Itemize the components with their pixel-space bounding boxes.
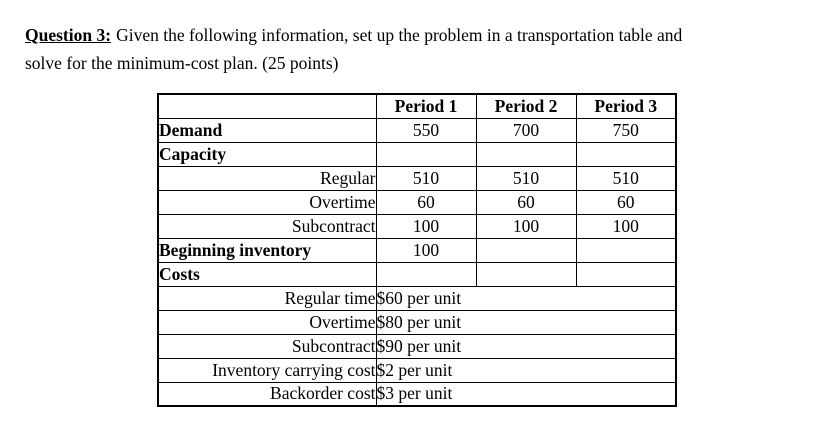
cost-backorder-row: Backorder cost $3 per unit bbox=[157, 381, 677, 407]
costs-empty-2 bbox=[475, 261, 577, 287]
capacity-empty-1 bbox=[375, 141, 477, 167]
cost-regular-time-value: $60 per unit bbox=[375, 285, 677, 311]
cost-overtime-row: Overtime $80 per unit bbox=[157, 309, 677, 335]
cost-inventory-carrying-row: Inventory carrying cost $2 per unit bbox=[157, 357, 677, 383]
capacity-overtime-period-3: 60 bbox=[575, 189, 677, 215]
capacity-subcontract-period-1: 100 bbox=[375, 213, 477, 239]
header-period-2: Period 2 bbox=[475, 93, 577, 119]
costs-section-row: Costs bbox=[157, 261, 677, 287]
cost-subcontract-row: Subcontract $90 per unit bbox=[157, 333, 677, 359]
cost-inventory-carrying-label: Inventory carrying cost bbox=[157, 357, 377, 383]
demand-period-1: 550 bbox=[375, 117, 477, 143]
question-heading: Question 3: Given the following informati… bbox=[25, 21, 815, 77]
capacity-overtime-label: Overtime bbox=[157, 189, 377, 215]
header-period-1: Period 1 bbox=[375, 93, 477, 119]
beginning-inventory-period-3 bbox=[575, 237, 677, 263]
capacity-regular-period-1: 510 bbox=[375, 165, 477, 191]
costs-empty-3 bbox=[575, 261, 677, 287]
question-label: Question 3: bbox=[25, 25, 112, 45]
capacity-subcontract-period-2: 100 bbox=[475, 213, 577, 239]
cost-regular-time-row: Regular time $60 per unit bbox=[157, 285, 677, 311]
cost-inventory-carrying-value: $2 per unit bbox=[375, 357, 677, 383]
demand-period-2: 700 bbox=[475, 117, 577, 143]
capacity-subcontract-period-3: 100 bbox=[575, 213, 677, 239]
question-text: Given the following information, set up … bbox=[116, 25, 683, 45]
demand-period-3: 750 bbox=[575, 117, 677, 143]
transportation-data-table: Period 1 Period 2 Period 3 Demand 550 70… bbox=[157, 93, 677, 407]
cost-backorder-label: Backorder cost bbox=[157, 381, 377, 407]
cost-subcontract-value: $90 per unit bbox=[375, 333, 677, 359]
cost-backorder-value: $3 per unit bbox=[375, 381, 677, 407]
capacity-subcontract-row: Subcontract 100 100 100 bbox=[157, 213, 677, 239]
question-line-1: Question 3: Given the following informati… bbox=[25, 21, 815, 49]
cost-overtime-value: $80 per unit bbox=[375, 309, 677, 335]
capacity-overtime-period-1: 60 bbox=[375, 189, 477, 215]
capacity-regular-period-3: 510 bbox=[575, 165, 677, 191]
capacity-label: Capacity bbox=[157, 141, 377, 167]
capacity-empty-3 bbox=[575, 141, 677, 167]
cost-overtime-label: Overtime bbox=[157, 309, 377, 335]
header-row: Period 1 Period 2 Period 3 bbox=[157, 93, 677, 119]
capacity-overtime-row: Overtime 60 60 60 bbox=[157, 189, 677, 215]
capacity-empty-2 bbox=[475, 141, 577, 167]
costs-label: Costs bbox=[157, 261, 377, 287]
cost-subcontract-label: Subcontract bbox=[157, 333, 377, 359]
capacity-regular-label: Regular bbox=[157, 165, 377, 191]
capacity-regular-row: Regular 510 510 510 bbox=[157, 165, 677, 191]
beginning-inventory-period-1: 100 bbox=[375, 237, 477, 263]
cost-regular-time-label: Regular time bbox=[157, 285, 377, 311]
question-line-2: solve for the minimum-cost plan. (25 poi… bbox=[25, 53, 339, 73]
demand-label: Demand bbox=[157, 117, 377, 143]
capacity-subcontract-label: Subcontract bbox=[157, 213, 377, 239]
capacity-section-row: Capacity bbox=[157, 141, 677, 167]
beginning-inventory-row: Beginning inventory 100 bbox=[157, 237, 677, 263]
capacity-regular-period-2: 510 bbox=[475, 165, 577, 191]
costs-empty-1 bbox=[375, 261, 477, 287]
capacity-overtime-period-2: 60 bbox=[475, 189, 577, 215]
demand-row: Demand 550 700 750 bbox=[157, 117, 677, 143]
beginning-inventory-period-2 bbox=[475, 237, 577, 263]
header-empty-cell bbox=[157, 93, 377, 119]
header-period-3: Period 3 bbox=[575, 93, 677, 119]
beginning-inventory-label: Beginning inventory bbox=[157, 237, 377, 263]
